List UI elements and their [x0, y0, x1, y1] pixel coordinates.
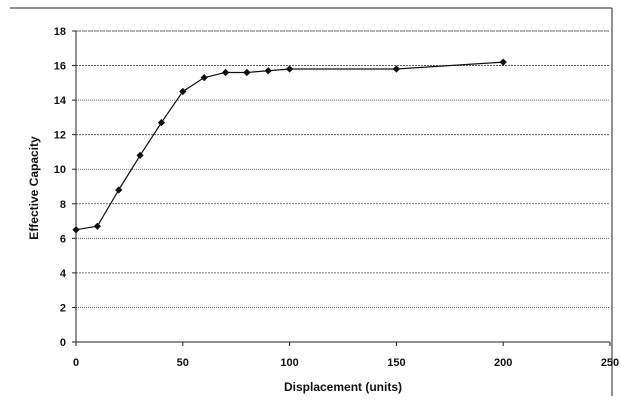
marker-layer: [72, 58, 507, 234]
tick-labels: 0 2 4 6 8 10 12 14 16 18 0 50 100 150 200 250: [54, 26, 619, 369]
x-tick-label: 200: [494, 357, 512, 369]
y-tick-label: 2: [60, 302, 66, 314]
x-tick-label: 50: [177, 357, 189, 369]
series-layer: [75, 61, 504, 231]
y-tick-label: 10: [54, 164, 66, 176]
x-tick-label: 150: [387, 357, 405, 369]
axes: [72, 30, 611, 346]
series-marker: [93, 222, 101, 230]
x-tick-label: 250: [601, 357, 619, 369]
y-tick-label: 16: [54, 61, 66, 73]
series-marker: [136, 151, 144, 160]
y-tick-label: 12: [54, 130, 66, 142]
x-tick-label: 0: [73, 357, 79, 369]
series-line: [75, 61, 504, 231]
y-tick-label: 4: [60, 268, 67, 280]
series-marker: [392, 65, 401, 73]
series-marker: [179, 87, 187, 96]
x-tick-label: 100: [280, 357, 298, 369]
series-marker: [157, 118, 166, 127]
y-tick-label: 14: [54, 95, 67, 107]
series-marker: [115, 186, 123, 194]
series-marker: [221, 68, 230, 77]
y-tick-label: 8: [60, 199, 66, 211]
series-marker: [72, 226, 80, 234]
x-axis-title: Displacement (units): [284, 380, 402, 394]
y-tick-label: 6: [60, 233, 66, 245]
gridlines: [76, 30, 610, 308]
series-marker: [285, 65, 294, 73]
series-marker: [243, 68, 251, 77]
series-marker: [499, 58, 507, 66]
y-axis-title: Effective Capacity: [27, 136, 41, 240]
series-marker: [200, 74, 208, 82]
y-tick-label: 18: [54, 26, 66, 38]
series-marker: [264, 67, 272, 75]
y-tick-label: 0: [60, 337, 66, 349]
